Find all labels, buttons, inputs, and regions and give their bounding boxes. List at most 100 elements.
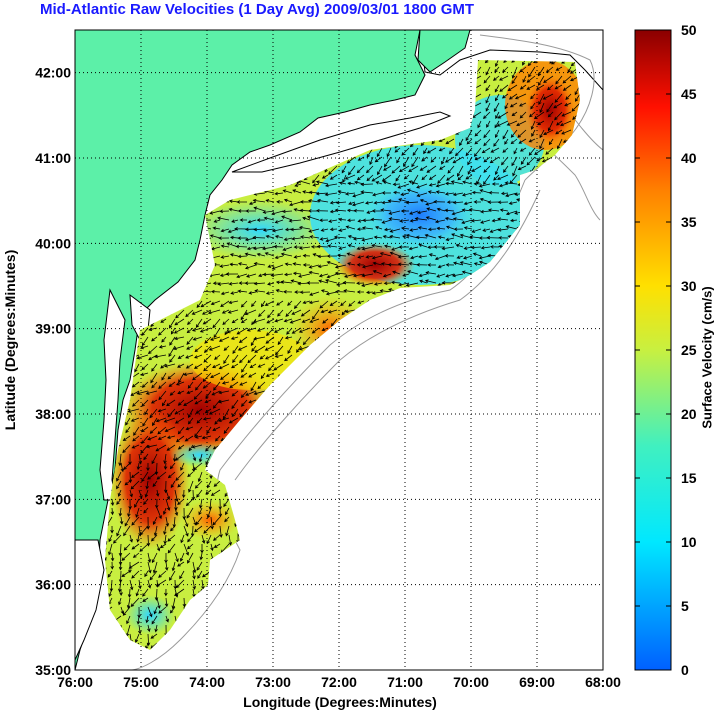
- velocity-arrow: [223, 498, 230, 508]
- velocity-arrow: [505, 210, 518, 216]
- velocity-arrow: [493, 102, 500, 113]
- velocity-arrow: [401, 147, 410, 156]
- velocity-arrow: [548, 138, 554, 146]
- velocity-arrow: [165, 516, 170, 527]
- velocity-arrow: [167, 408, 176, 418]
- velocity-arrow: [449, 147, 455, 155]
- velocity-arrow: [298, 225, 311, 230]
- velocity-arrow: [459, 233, 473, 239]
- velocity-arrow: [245, 209, 257, 213]
- velocity-arrow: [166, 435, 176, 439]
- velocity-arrow: [267, 282, 275, 286]
- velocity-arrow: [231, 363, 239, 369]
- velocity-arrow: [300, 235, 311, 239]
- velocity-arrow: [338, 246, 347, 250]
- velocity-arrow: [298, 327, 311, 333]
- velocity-arrow: [284, 227, 293, 232]
- velocity-arrow: [494, 93, 500, 102]
- velocity-arrow: [210, 289, 221, 294]
- velocity-arrow: [528, 138, 536, 143]
- velocity-arrow: [445, 138, 455, 145]
- velocity-arrow: [480, 209, 491, 214]
- velocity-arrow: [371, 255, 383, 260]
- velocity-arrow: [144, 408, 149, 416]
- velocity-arrow: [282, 189, 293, 194]
- velocity-arrow: [438, 147, 446, 152]
- velocity-arrow: [212, 226, 221, 230]
- velocity-arrow: [127, 408, 140, 413]
- velocity-arrow: [191, 309, 203, 315]
- velocity-arrow: [497, 200, 509, 205]
- velocity-arrow: [212, 426, 221, 431]
- velocity-arrow: [391, 280, 401, 285]
- velocity-arrow: [565, 93, 572, 100]
- velocity-arrow: [344, 174, 356, 180]
- velocity-arrow: [434, 219, 446, 224]
- velocity-arrow: [502, 129, 509, 140]
- velocity-arrow: [183, 543, 190, 556]
- velocity-arrow: [144, 570, 149, 578]
- velocity-arrow: [214, 417, 221, 425]
- velocity-arrow: [451, 210, 464, 216]
- velocity-arrow: [201, 534, 206, 544]
- velocity-arrow: [253, 390, 266, 396]
- velocity-arrow: [487, 200, 500, 205]
- velocity-arrow: [299, 290, 311, 295]
- velocity-arrow: [263, 216, 275, 221]
- velocity-arrow: [207, 309, 221, 315]
- velocity-arrow: [187, 552, 194, 564]
- velocity-arrow: [151, 453, 158, 465]
- velocity-arrow: [124, 480, 131, 486]
- velocity-arrow: [147, 606, 153, 618]
- velocity-arrow: [147, 624, 151, 633]
- velocity-arrow: [333, 235, 347, 239]
- velocity-arrow: [170, 525, 176, 532]
- velocity-arrow: [213, 219, 221, 223]
- velocity-arrow: [554, 84, 563, 90]
- velocity-arrow: [377, 165, 383, 176]
- velocity-arrow: [345, 192, 356, 196]
- velocity-arrow: [444, 192, 455, 196]
- velocity-arrow: [433, 199, 446, 204]
- velocity-arrow: [450, 180, 464, 185]
- velocity-arrow: [195, 408, 203, 414]
- velocity-arrow: [147, 345, 158, 355]
- velocity-arrow: [463, 226, 473, 230]
- velocity-arrow: [185, 354, 194, 359]
- velocity-arrow: [382, 235, 392, 239]
- velocity-arrow: [202, 318, 212, 325]
- velocity-arrow: [219, 525, 223, 538]
- velocity-arrow: [200, 300, 212, 308]
- velocity-arrow: [526, 156, 536, 166]
- velocity-arrow: [195, 381, 203, 391]
- velocity-arrow: [116, 525, 122, 537]
- velocity-arrow: [168, 381, 176, 388]
- velocity-arrow: [474, 156, 482, 161]
- velocity-arrow: [508, 201, 518, 205]
- velocity-arrow: [418, 273, 428, 278]
- velocity-arrow: [301, 318, 311, 323]
- velocity-arrow: [389, 234, 401, 239]
- velocity-arrow: [293, 300, 302, 309]
- velocity-arrow: [147, 552, 152, 563]
- velocity-arrow: [127, 507, 131, 518]
- velocity-arrow: [498, 236, 509, 240]
- velocity-arrow: [105, 552, 107, 561]
- velocity-arrow: [125, 417, 131, 426]
- velocity-arrow: [409, 210, 419, 215]
- velocity-arrow: [169, 354, 176, 363]
- velocity-arrow: [446, 174, 455, 181]
- velocity-arrow: [461, 219, 473, 225]
- velocity-arrow: [159, 543, 167, 549]
- velocity-arrow: [439, 165, 446, 170]
- velocity-arrow: [206, 534, 212, 545]
- velocity-arrow: [186, 336, 194, 345]
- velocity-arrow: [210, 516, 214, 530]
- velocity-arrow: [543, 75, 554, 83]
- velocity-arrow: [262, 228, 275, 232]
- velocity-arrow: [485, 102, 491, 112]
- velocity-arrow: [308, 190, 320, 195]
- velocity-arrow: [444, 156, 455, 163]
- velocity-arrow: [157, 435, 167, 440]
- velocity-arrow: [309, 291, 320, 296]
